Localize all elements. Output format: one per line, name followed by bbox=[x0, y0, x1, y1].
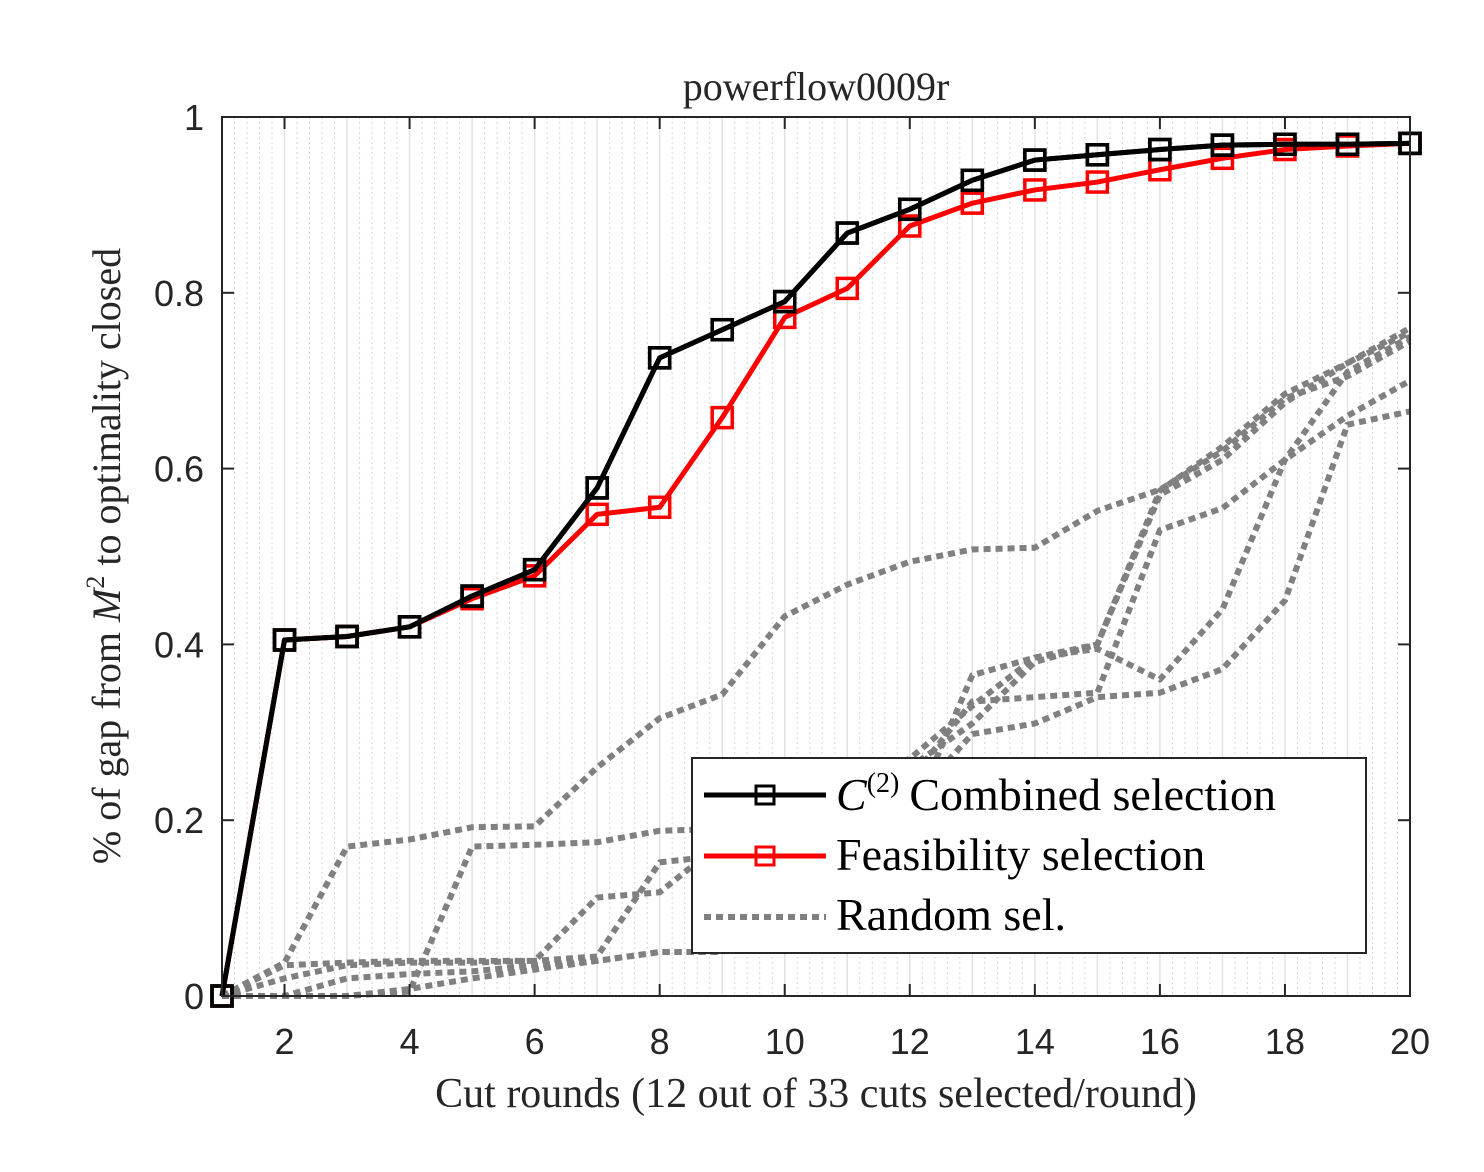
legend-label-combined-name: Combined selection bbox=[909, 769, 1276, 820]
x-tick-label: 8 bbox=[650, 1021, 670, 1062]
series-1-marker-top bbox=[1335, 132, 1360, 156]
series-line-5 bbox=[220, 338, 1412, 999]
x-tick-label: 20 bbox=[1390, 1021, 1430, 1062]
series-2-marker bbox=[1210, 146, 1235, 171]
x-tick-label: 16 bbox=[1140, 1021, 1180, 1062]
series-2-marker bbox=[585, 502, 609, 527]
legend-marker-feasibility bbox=[754, 845, 776, 867]
series-1-marker-top bbox=[1148, 137, 1172, 162]
legend: C(2) Combined selection Feasibility selec… bbox=[691, 757, 1367, 954]
x-axis-label: Cut rounds (12 out of 33 cuts selected/r… bbox=[435, 1071, 1197, 1117]
y-tick-label: 0.2 bbox=[154, 800, 204, 841]
x-tick-label: 6 bbox=[525, 1021, 545, 1062]
series-1-marker-top bbox=[1210, 133, 1235, 157]
series-1-marker-top bbox=[585, 476, 609, 500]
x-tick-label: 12 bbox=[890, 1021, 930, 1062]
series-2-marker bbox=[835, 276, 860, 301]
chart-title: powerflow0009r bbox=[683, 64, 950, 109]
y-axis-label: % of gap from M2 to optimality closed bbox=[81, 248, 129, 864]
series-2-marker bbox=[647, 495, 672, 520]
y-tick-label: 0.8 bbox=[154, 273, 204, 314]
series-1-marker-top bbox=[1023, 148, 1047, 172]
series-1-marker-top bbox=[397, 615, 422, 639]
series-2-marker bbox=[772, 305, 797, 330]
series-1-marker-top bbox=[772, 289, 797, 314]
series-1-marker-top bbox=[960, 168, 985, 193]
series-2-marker bbox=[960, 191, 985, 215]
series-line-7 bbox=[221, 378, 1412, 999]
series-1-marker-top bbox=[335, 624, 359, 649]
x-tick-label: 18 bbox=[1265, 1021, 1305, 1062]
series-2-marker bbox=[710, 405, 734, 430]
y-tick-label: 0 bbox=[184, 976, 204, 1017]
series-1-marker-top bbox=[1273, 132, 1297, 156]
y-axis-label-superscript: 2 bbox=[81, 576, 110, 589]
x-tick-label: 10 bbox=[765, 1021, 805, 1062]
y-axis-label-symbol: M bbox=[84, 586, 129, 623]
y-tick-label: 0.6 bbox=[154, 449, 204, 490]
series-1-marker-top bbox=[460, 584, 484, 608]
y-tick-label: 1 bbox=[184, 97, 204, 138]
y-tick-label: 0.4 bbox=[154, 624, 204, 665]
plot-series bbox=[210, 131, 1422, 1008]
series-1-marker-top bbox=[1085, 143, 1110, 167]
axes-box bbox=[221, 116, 1411, 997]
x-tick-label: 4 bbox=[400, 1021, 420, 1062]
series-1-marker-top bbox=[522, 557, 547, 582]
ticks: 2 4 6 8 10 12 14 16 18 20 0 0.2 0.4 0.6 0.8 1 bbox=[154, 97, 1430, 1062]
legend-label-combined: C(2) Combined selection bbox=[836, 768, 1276, 820]
series-1-marker-top bbox=[898, 197, 922, 222]
series-line-8 bbox=[222, 334, 1412, 999]
series-2-marker bbox=[898, 214, 922, 238]
legend-marker-combined bbox=[754, 784, 776, 806]
legend-label-combined-superscript: (2) bbox=[867, 768, 900, 799]
y-axis-label-prefix: % of gap from bbox=[84, 622, 129, 864]
series-1-marker-top bbox=[272, 628, 297, 652]
legend-label-combined-symbol: C bbox=[836, 769, 868, 820]
series-1-marker-top bbox=[710, 317, 734, 342]
y-axis-label-suffix: to optimality closed bbox=[84, 248, 129, 576]
x-tick-label: 14 bbox=[1015, 1021, 1055, 1062]
grid bbox=[234, 117, 1398, 996]
series-1-marker-top bbox=[647, 346, 672, 370]
series-2-marker bbox=[1023, 178, 1047, 202]
series-1-marker-top bbox=[835, 221, 860, 245]
legend-label-feasibility: Feasibility selection bbox=[836, 829, 1205, 880]
legend-label-random: Random sel. bbox=[836, 889, 1066, 940]
x-tick-label: 2 bbox=[275, 1021, 295, 1062]
series-2-marker bbox=[1085, 170, 1110, 194]
